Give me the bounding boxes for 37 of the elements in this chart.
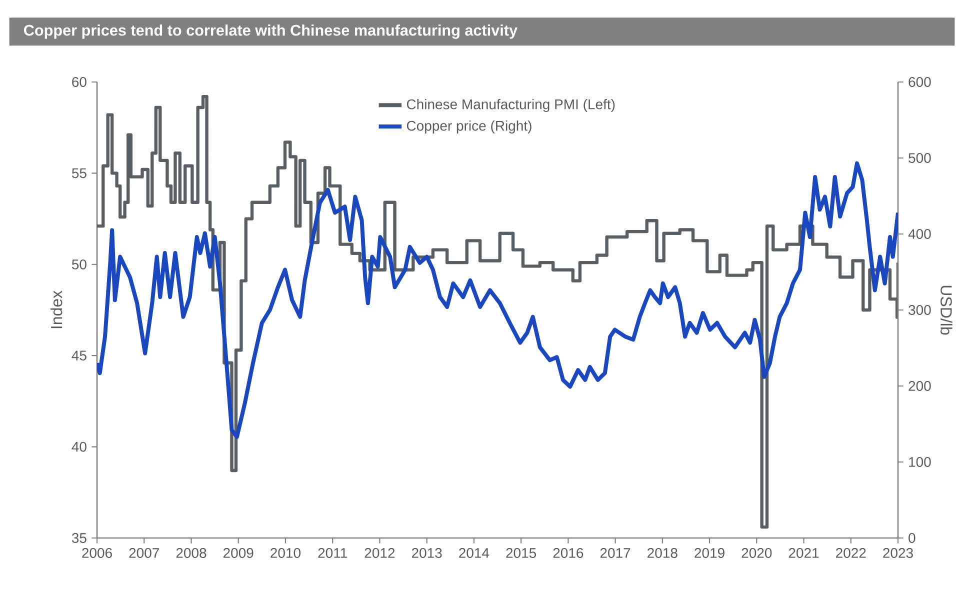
x-tick-label: 2009 — [224, 548, 254, 558]
y2-tick-label: 100 — [909, 457, 931, 467]
x-tick-label: 2015 — [506, 548, 536, 558]
y2-tick-label: 0 — [908, 533, 916, 543]
x-tick-label: 2012 — [364, 548, 395, 558]
x-tick-label: 2021 — [788, 548, 819, 558]
y2-tick-label: 500 — [908, 153, 931, 163]
y-tick-label: 60 — [72, 77, 86, 87]
x-tick-label: 2022 — [836, 548, 866, 558]
x-tick-label: 2020 — [742, 548, 772, 558]
y2-tick-label: 200 — [908, 381, 931, 391]
y2-tick-label: 600 — [908, 77, 931, 87]
legend-label: Copper price (Right) — [406, 120, 532, 134]
x-tick-label: 2007 — [129, 548, 159, 558]
x-tick-label: 2006 — [82, 548, 112, 558]
y-tick-label: 40 — [72, 442, 86, 452]
x-tick-label: 2016 — [553, 548, 584, 558]
x-tick-label: 2010 — [270, 548, 300, 558]
x-tick-label: 2023 — [883, 548, 913, 558]
x-tick-label: 2011 — [318, 548, 347, 558]
x-tick-label: 2013 — [412, 548, 442, 558]
x-tick-label: 2014 — [459, 548, 490, 558]
y2-tick-label: 400 — [908, 229, 931, 239]
x-tick-label: 2018 — [648, 548, 678, 558]
y-tick-label: 50 — [72, 259, 86, 270]
y-tick-label: 55 — [72, 168, 86, 178]
chart-title: Copper prices tend to correlate with Chinese manufacturing activity — [24, 24, 518, 39]
x-tick-label: 2008 — [176, 548, 206, 558]
y-tick-label: 45 — [72, 350, 86, 360]
x-tick-label: 2019 — [694, 548, 724, 558]
y-tick-label: 35 — [72, 533, 86, 543]
legend-label: Chinese Manufacturing PMI (Left) — [406, 98, 615, 112]
y2-tick-label: 300 — [908, 305, 931, 315]
line-series — [97, 161, 898, 439]
y-axis-title: Index — [50, 290, 62, 328]
y2-axis-title: USD/lb — [940, 286, 952, 335]
x-tick-label: 2017 — [600, 548, 630, 558]
